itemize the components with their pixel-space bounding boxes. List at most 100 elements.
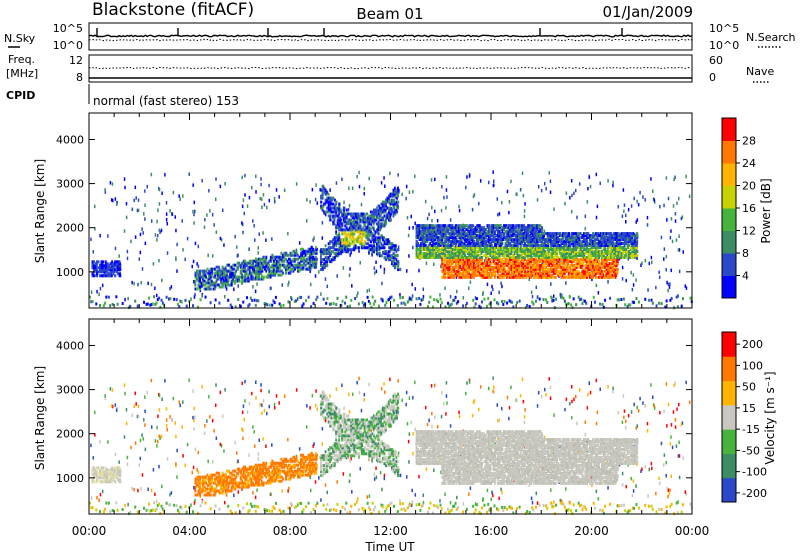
echo-cell: [578, 246, 582, 250]
echo-cell: [100, 260, 103, 264]
echo-cell: [575, 273, 578, 277]
echo-cell: [519, 255, 522, 259]
echo-cell: [536, 253, 539, 257]
echo-cell: [330, 258, 334, 262]
echo-cell: [477, 236, 481, 240]
echo-cell: [342, 244, 345, 248]
echo-cell: [608, 255, 612, 259]
echo-cell: [454, 261, 457, 265]
echo-cell: [457, 246, 461, 250]
echo-cell: [551, 253, 554, 257]
echo-cell: [484, 263, 488, 267]
echo-cell: [635, 236, 639, 240]
echo-cell: [332, 256, 335, 260]
echo-cell: [539, 230, 542, 234]
echo-cell: [563, 257, 566, 261]
echo-cell: [447, 228, 450, 232]
echo-cell: [103, 264, 106, 268]
echo-cell: [466, 267, 470, 271]
echo-cell: [271, 269, 274, 273]
echo-cell: [525, 265, 529, 269]
echo-cell: [353, 222, 356, 226]
echo-cell: [539, 228, 542, 232]
echo-cell: [472, 251, 476, 255]
echo-cell: [263, 267, 267, 271]
echo-cell: [348, 236, 351, 240]
echo-cell: [451, 244, 454, 248]
echo-cell: [360, 218, 363, 222]
echo-cell: [311, 187, 314, 192]
echo-cell: [320, 188, 323, 192]
echo-cell: [530, 265, 533, 269]
echo-cell: [561, 248, 564, 251]
echo-cell: [573, 267, 577, 271]
echo-cell: [578, 240, 582, 244]
echo-cell: [365, 246, 369, 250]
echo-cell: [338, 246, 341, 250]
echo-cell: [158, 228, 161, 233]
echo-cell: [291, 267, 294, 271]
echo-cell: [552, 294, 555, 298]
echo-cell: [619, 253, 622, 257]
echo-cell: [543, 251, 546, 255]
echo-cell: [454, 236, 457, 240]
echo-cell: [515, 246, 518, 250]
echo-cell: [326, 256, 329, 260]
echo-cell: [471, 230, 475, 234]
echo-cell: [639, 190, 641, 195]
echo-cell: [537, 273, 540, 277]
echo-cell: [453, 253, 456, 257]
echo-cell: [477, 246, 480, 250]
echo-cell: [378, 206, 381, 210]
echo-cell: [528, 275, 531, 279]
echo-cell: [414, 287, 417, 291]
echo-cell: [481, 261, 484, 265]
echo-cell: [353, 244, 355, 248]
echo-cell: [221, 277, 225, 281]
echo-cell: [530, 255, 533, 259]
echo-cell: [203, 273, 207, 277]
echo-cell: [451, 248, 455, 251]
echo-cell: [596, 234, 600, 238]
echo-cell: [219, 184, 222, 189]
echo-cell: [498, 275, 501, 279]
echo-cell: [558, 265, 561, 269]
echo-cell: [321, 186, 324, 190]
echo-cell: [607, 269, 610, 273]
echo-cell: [284, 271, 288, 275]
echo-cell: [456, 261, 459, 265]
echo-cell: [209, 267, 212, 271]
echo-cell: [341, 232, 344, 236]
echo-cell: [333, 242, 336, 246]
echo-cell: [546, 236, 549, 240]
echo-cell: [457, 240, 461, 244]
echo-cell: [118, 262, 122, 266]
echo-cell: [339, 210, 342, 214]
echo-cell: [209, 279, 212, 283]
echo-cell: [610, 257, 613, 261]
echo-cell: [515, 259, 518, 263]
echo-cell: [578, 251, 581, 255]
echo-cell: [336, 274, 338, 278]
echo-cell: [441, 275, 444, 279]
echo-cell: [115, 270, 118, 274]
echo-cell: [573, 271, 577, 275]
echo-cell: [323, 202, 326, 206]
echo-cell: [480, 275, 484, 279]
echo-cell: [397, 190, 400, 194]
echo-cell: [531, 294, 534, 299]
echo-cell: [491, 226, 494, 230]
echo-cell: [509, 234, 511, 238]
echo-cell: [445, 230, 448, 234]
echo-cell: [567, 275, 571, 279]
echo-cell: [564, 244, 568, 248]
echo-cell: [605, 275, 608, 279]
echo-cell: [625, 278, 627, 283]
echo-cell: [564, 246, 567, 250]
echo-cell: [593, 249, 597, 253]
echo-cell: [329, 204, 331, 208]
echo-cell: [515, 267, 518, 271]
echo-cell: [383, 208, 386, 212]
echo-cell: [353, 224, 356, 228]
echo-cell: [293, 299, 296, 303]
